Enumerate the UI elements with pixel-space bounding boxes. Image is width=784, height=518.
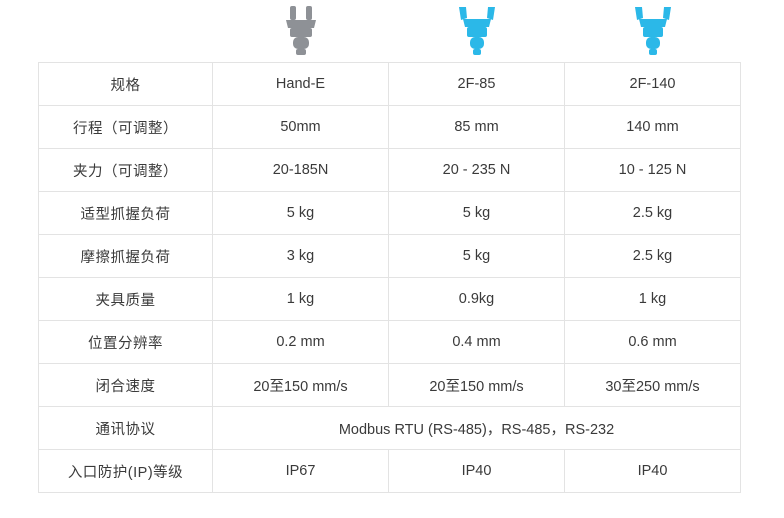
gripper-hand-e-icon-cell [213, 0, 389, 63]
gripper-2f-140-icon [565, 0, 741, 62]
cell-ip-2f-140: IP40 [564, 449, 741, 493]
row-label-stroke: 行程（可调整） [38, 105, 213, 149]
cell-form-fit-2f-85: 5 kg [388, 191, 565, 235]
cell-friction-2f-85: 5 kg [388, 234, 565, 278]
cell-ip-hand-e: IP67 [212, 449, 389, 493]
row-label-communication-protocol: 通讯协议 [38, 406, 213, 450]
table-row: 行程（可调整） 50mm 85 mm 140 mm [38, 105, 741, 149]
row-label-position-resolution: 位置分辨率 [38, 320, 213, 364]
cell-grip-force-hand-e: 20-185N [212, 148, 389, 192]
table-row: 夹力（可调整） 20-185N 20 - 235 N 10 - 125 N [38, 148, 741, 192]
cell-spec-hand-e: Hand-E [212, 62, 389, 106]
table-row: 位置分辨率 0.2 mm 0.4 mm 0.6 mm [38, 320, 741, 364]
cell-speed-hand-e: 20至150 mm/s [212, 363, 389, 407]
cell-mass-hand-e: 1 kg [212, 277, 389, 321]
table-row: 入口防护(IP)等级 IP67 IP40 IP40 [38, 449, 741, 493]
cell-speed-2f-140: 30至250 mm/s [564, 363, 741, 407]
cell-resolution-2f-85: 0.4 mm [388, 320, 565, 364]
row-label-gripper-mass: 夹具质量 [38, 277, 213, 321]
gripper-hand-e-icon [213, 0, 389, 62]
cell-communication-protocol: Modbus RTU (RS-485)，RS-485，RS-232 [212, 406, 741, 450]
cell-stroke-2f-85: 85 mm [388, 105, 565, 149]
table-row: 摩擦抓握负荷 3 kg 5 kg 2.5 kg [38, 234, 741, 278]
cell-ip-2f-85: IP40 [388, 449, 565, 493]
cell-spec-2f-140: 2F-140 [564, 62, 741, 106]
row-label-closing-speed: 闭合速度 [38, 363, 213, 407]
cell-grip-force-2f-140: 10 - 125 N [564, 148, 741, 192]
row-label-spec: 规格 [38, 62, 213, 106]
gripper-2f-140-icon-cell [565, 0, 741, 63]
cell-friction-hand-e: 3 kg [212, 234, 389, 278]
cell-form-fit-hand-e: 5 kg [212, 191, 389, 235]
cell-grip-force-2f-85: 20 - 235 N [388, 148, 565, 192]
row-label-ip-rating: 入口防护(IP)等级 [38, 449, 213, 493]
table-icon-row [39, 0, 741, 63]
cell-mass-2f-140: 1 kg [564, 277, 741, 321]
cell-spec-2f-85: 2F-85 [388, 62, 565, 106]
cell-resolution-hand-e: 0.2 mm [212, 320, 389, 364]
table-row: 夹具质量 1 kg 0.9kg 1 kg [38, 277, 741, 321]
gripper-2f-85-icon-cell [389, 0, 565, 63]
cell-stroke-hand-e: 50mm [212, 105, 389, 149]
cell-stroke-2f-140: 140 mm [564, 105, 741, 149]
cell-form-fit-2f-140: 2.5 kg [564, 191, 741, 235]
specification-table: 规格 Hand-E 2F-85 2F-140 行程（可调整） 50mm 85 m… [38, 0, 741, 493]
cell-speed-2f-85: 20至150 mm/s [388, 363, 565, 407]
gripper-2f-85-icon [389, 0, 565, 62]
cell-mass-2f-85: 0.9kg [388, 277, 565, 321]
table-row: 适型抓握负荷 5 kg 5 kg 2.5 kg [38, 191, 741, 235]
cell-friction-2f-140: 2.5 kg [564, 234, 741, 278]
row-label-friction-payload: 摩擦抓握负荷 [38, 234, 213, 278]
table-row: 规格 Hand-E 2F-85 2F-140 [38, 62, 741, 106]
table-row: 通讯协议 Modbus RTU (RS-485)，RS-485，RS-232 [38, 406, 741, 450]
cell-resolution-2f-140: 0.6 mm [564, 320, 741, 364]
row-label-grip-force: 夹力（可调整） [38, 148, 213, 192]
row-label-form-fit-payload: 适型抓握负荷 [38, 191, 213, 235]
table-row: 闭合速度 20至150 mm/s 20至150 mm/s 30至250 mm/s [38, 363, 741, 407]
icon-row-empty-cell [39, 0, 213, 63]
